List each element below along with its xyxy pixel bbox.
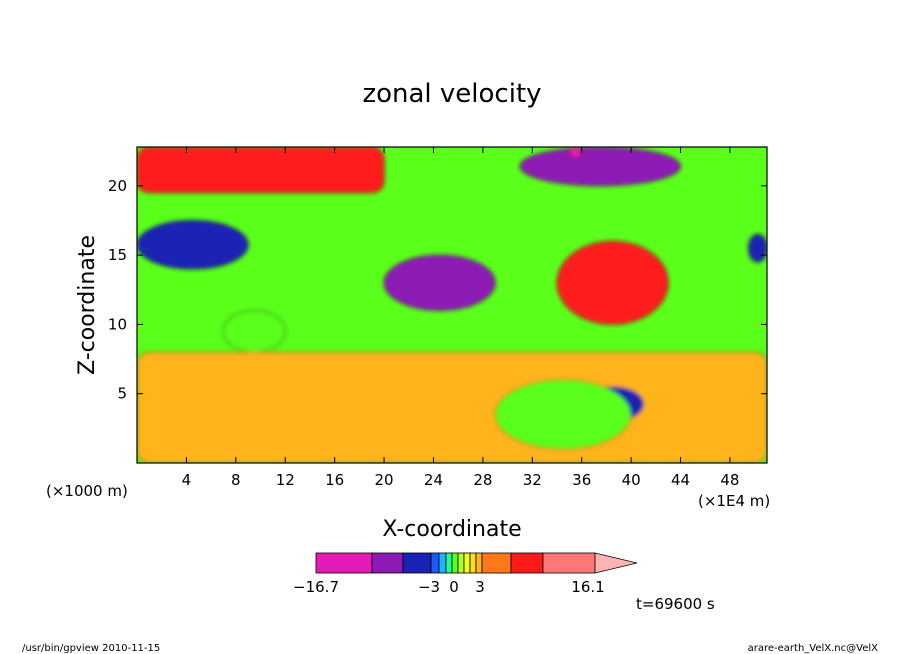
colorbar-extension (594, 552, 638, 574)
x-tick-label: 28 (473, 471, 492, 489)
x-tick-label: 32 (523, 471, 542, 489)
colorbar-segment (475, 552, 483, 574)
region-lower-yellow-band (137, 351, 767, 463)
x-axis-label: X-coordinate (382, 517, 521, 542)
colorbar-segment (463, 552, 471, 574)
colorbar-label: 16.1 (571, 578, 604, 596)
colorbar-label: 3 (475, 578, 485, 596)
region-right-orange-lobe (556, 240, 669, 325)
colorbar-labels: −16.7 −3 0 3 16.1 (293, 578, 605, 596)
time-label: t=69600 s (636, 595, 715, 613)
colorbar-segment (430, 552, 440, 574)
footer-right: arare-earth_VelX.nc@VelX (748, 643, 879, 654)
y-tick-label: 20 (108, 177, 127, 195)
y-tick-label: 15 (108, 246, 127, 264)
x-tick-label: 4 (182, 471, 192, 489)
x-tick-label: 48 (720, 471, 739, 489)
colorbar-segment (371, 552, 404, 574)
colorbar-segment (481, 552, 512, 574)
colorbar-segment (438, 552, 447, 574)
x-tick-label: 16 (325, 471, 344, 489)
x-unit-right: (×1E4 m) (698, 492, 770, 510)
x-tick-label: 8 (231, 471, 241, 489)
region-left-cyan-lobe (223, 310, 286, 353)
colorbar-segment (469, 552, 477, 574)
colorbar-segment (315, 552, 373, 574)
colorbar-label: −3 (418, 578, 440, 596)
y-axis: 5 10 15 20 (108, 177, 767, 403)
colorbar-label: −16.7 (293, 578, 339, 596)
x-tick-label: 40 (622, 471, 641, 489)
region-lower-cyan-region (494, 379, 632, 450)
x-unit-left: (×1000 m) (46, 482, 128, 500)
colorbar-label: 0 (449, 578, 459, 596)
region-upper-left-orange-band (137, 147, 385, 194)
x-tick-label: 24 (424, 471, 443, 489)
x-tick-label: 36 (572, 471, 591, 489)
colorbar-segment (402, 552, 432, 574)
x-tick-label: 12 (276, 471, 295, 489)
x-tick-label: 20 (375, 471, 394, 489)
y-tick-label: 5 (117, 385, 127, 403)
x-axis: 4 8 12 16 20 24 28 32 36 40 44 48 (182, 147, 739, 489)
region-upper-left-blue-core (137, 220, 249, 270)
region-top-purple-minimum (568, 147, 583, 159)
colorbar-segment (510, 552, 544, 574)
y-tick-label: 10 (108, 315, 127, 333)
colorbar-segment (451, 552, 459, 574)
colorbar-segment (445, 552, 453, 574)
region-far-right-blue-cell (748, 233, 767, 263)
colorbar-segment (457, 552, 465, 574)
region-top-right-dark-blue (519, 147, 681, 187)
chart-title: zonal velocity (362, 79, 541, 109)
colorbar (315, 552, 638, 574)
x-tick-label: 44 (671, 471, 690, 489)
y-axis-label: Z-coordinate (75, 235, 100, 375)
plot-frame (136, 146, 768, 464)
footer-left: /usr/bin/gpview 2010-11-15 (22, 643, 160, 654)
region-central-dark-blue-cells (383, 254, 496, 311)
colorbar-segment (542, 552, 596, 574)
